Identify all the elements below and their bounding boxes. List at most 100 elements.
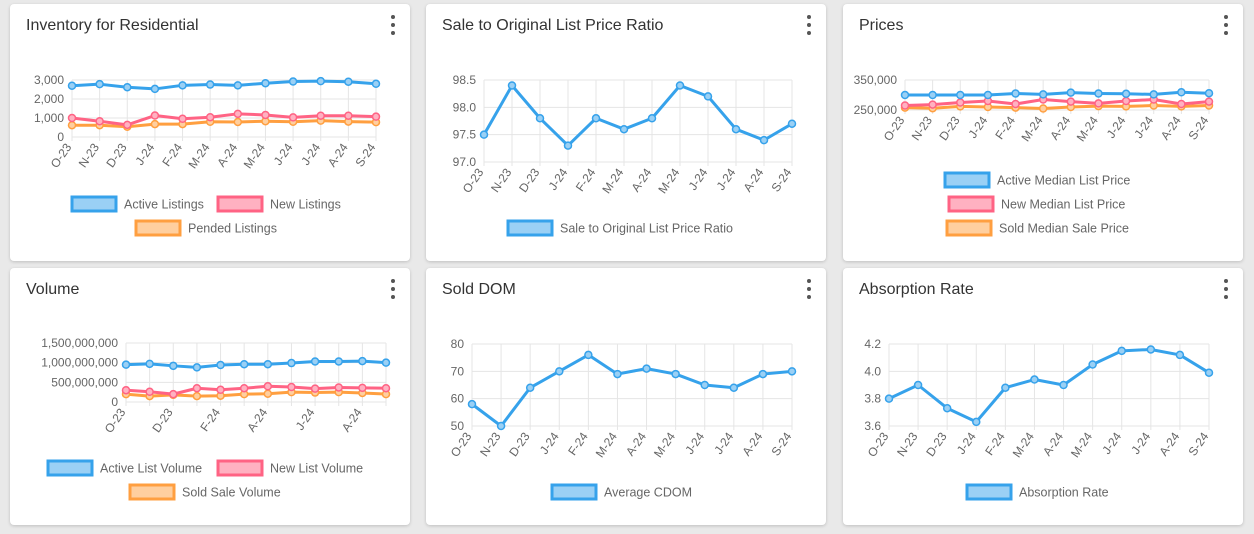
x-tick-label: J-24 — [954, 429, 979, 456]
data-point — [703, 92, 713, 101]
y-tick-label: 500,000,000 — [51, 375, 118, 389]
x-tick-label: J-24 — [714, 165, 739, 192]
x-tick-label: J-24 — [298, 140, 323, 167]
y-tick-label: 3,000 — [34, 73, 64, 87]
legend-swatch — [128, 483, 176, 501]
card-prices: Prices 250,000 350,000 O-23 N-23 D-23 J-24 F-2… — [843, 4, 1243, 261]
y-tick-label: 1,000 — [34, 111, 64, 125]
data-point — [178, 81, 187, 90]
legend-label: Pended Listings — [188, 222, 277, 236]
x-tick-label: M-24 — [241, 140, 268, 171]
x-tick-label: J-24 — [546, 165, 571, 192]
series-line — [888, 347, 1210, 424]
more-vert-icon[interactable] — [802, 278, 816, 300]
more-vert-icon[interactable] — [802, 14, 816, 36]
x-tick-label: J-24 — [293, 405, 318, 432]
data-point — [95, 79, 104, 89]
y-tick-label: 3.6 — [864, 419, 881, 433]
data-point — [563, 141, 573, 150]
legend-label: New Median List Price — [1001, 198, 1125, 212]
data-point — [334, 357, 343, 366]
data-point — [67, 81, 77, 90]
series-line — [904, 98, 1210, 107]
data-point — [344, 111, 353, 120]
more-vert-icon[interactable] — [1219, 278, 1233, 300]
data-point — [1088, 360, 1097, 369]
data-point — [381, 358, 391, 367]
data-point — [358, 356, 367, 366]
card-title: Sold DOM — [442, 281, 516, 298]
x-tick-label: M-24 — [1068, 429, 1095, 460]
data-point — [371, 112, 381, 121]
more-vert-icon[interactable] — [1219, 14, 1233, 36]
data-point — [1149, 90, 1158, 99]
data-point — [900, 101, 910, 110]
legend-swatch — [550, 483, 598, 501]
data-point — [205, 112, 215, 122]
x-tick-label: J-24 — [271, 140, 296, 167]
x-tick-label: O-23 — [448, 429, 475, 459]
data-point — [371, 79, 381, 89]
data-point — [983, 90, 993, 100]
y-tick-label: 98.5 — [453, 73, 477, 87]
data-point — [1094, 89, 1103, 98]
card-volume: Volume 0 500,000,000 1,000,000,000 1,500,00… — [10, 268, 410, 525]
x-tick-label: F-24 — [159, 140, 185, 169]
data-point — [496, 421, 506, 431]
data-point — [1146, 345, 1156, 354]
data-point — [956, 98, 965, 107]
x-tick-label: M-24 — [1010, 429, 1037, 460]
data-point — [584, 350, 593, 360]
x-tick-label: J-24 — [711, 429, 736, 456]
data-point — [1177, 99, 1186, 109]
y-tick-label: 80 — [451, 337, 465, 351]
series-line — [125, 359, 387, 369]
data-point — [467, 399, 477, 409]
x-tick-label: S-24 — [1185, 429, 1211, 458]
data-point — [479, 130, 489, 139]
data-point — [1066, 88, 1076, 97]
data-point — [178, 114, 187, 124]
more-vert-icon[interactable] — [386, 278, 400, 300]
x-tick-label: D-23 — [516, 165, 543, 195]
data-point — [150, 84, 160, 94]
legend-swatch — [216, 195, 264, 213]
legend-swatch — [46, 459, 94, 477]
x-tick-label: M-24 — [1074, 113, 1101, 144]
data-point — [381, 383, 391, 393]
y-tick-label: 97.5 — [453, 128, 477, 142]
data-point — [642, 364, 651, 373]
x-tick-label: J-24 — [1099, 429, 1124, 456]
y-tick-label: 0 — [111, 395, 118, 409]
more-vert-icon[interactable] — [386, 14, 400, 36]
data-point — [647, 114, 657, 123]
x-tick-label: F-24 — [197, 405, 223, 434]
data-point — [1177, 88, 1186, 97]
x-tick-label: A-24 — [325, 140, 351, 169]
x-tick-label: M-24 — [593, 429, 620, 460]
series-line — [904, 104, 1210, 110]
x-tick-label: A-24 — [339, 405, 365, 434]
data-point — [145, 387, 154, 397]
data-point — [1030, 375, 1039, 384]
y-tick-label: 3.8 — [864, 392, 881, 406]
x-tick-label: M-24 — [655, 165, 682, 196]
x-tick-label: A-24 — [739, 429, 765, 458]
volume-chart: 0 500,000,000 1,000,000,000 1,500,000,000 O-… — [41, 336, 391, 501]
data-point — [233, 109, 243, 119]
data-point — [884, 394, 894, 403]
legend-swatch — [134, 219, 182, 237]
data-point — [1001, 383, 1010, 392]
data-point — [1204, 368, 1214, 377]
x-tick-label: F-24 — [565, 429, 591, 458]
y-tick-label: 50 — [451, 419, 465, 433]
legend-label: Average CDOM — [604, 486, 692, 500]
x-tick-label: M-24 — [599, 165, 626, 196]
data-point — [928, 100, 937, 109]
data-point — [216, 360, 225, 370]
data-point — [972, 417, 981, 427]
y-tick-label: 1,500,000,000 — [41, 336, 118, 350]
data-point — [192, 391, 202, 401]
x-tick-label: A-24 — [1040, 429, 1066, 458]
data-point — [358, 383, 367, 393]
